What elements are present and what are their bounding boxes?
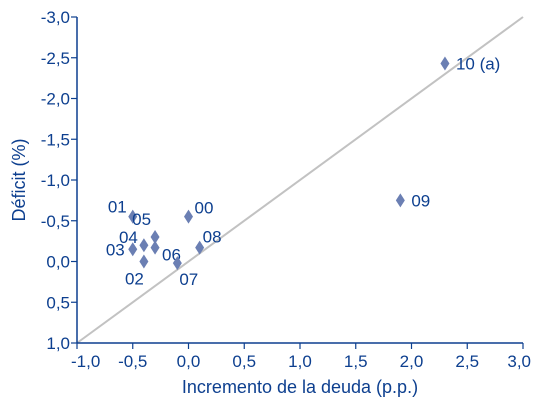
data-point-marker — [150, 230, 160, 245]
x-tick-label: 0,0 — [177, 352, 201, 371]
y-tick-label: 0,0 — [46, 253, 70, 272]
data-point-marker — [395, 193, 405, 208]
x-tick-label: 1,5 — [344, 352, 368, 371]
data-point-label: 04 — [119, 228, 138, 247]
x-tick-label: 3,0 — [507, 352, 531, 371]
x-tick-label: -0,5 — [118, 352, 147, 371]
data-point-label: 07 — [179, 270, 198, 289]
data-point-marker — [139, 254, 149, 269]
y-axis-title: Déficit (%) — [9, 138, 29, 221]
data-point-marker — [139, 238, 149, 253]
x-axis-title: Incremento de la deuda (p.p.) — [182, 377, 418, 397]
diagonal-reference-line — [76, 16, 524, 344]
x-tick-label: 0,5 — [232, 352, 256, 371]
y-tick-label: -2,5 — [41, 49, 70, 68]
data-point-label: 05 — [132, 210, 151, 229]
x-tick-label: 2,5 — [455, 352, 479, 371]
data-point-label: 10 (a) — [456, 54, 500, 73]
data-point-marker — [128, 242, 138, 257]
data-point-label: 02 — [125, 270, 144, 289]
x-tick-label: 2,0 — [400, 352, 424, 371]
data-point-label: 00 — [195, 199, 214, 218]
data-point-marker — [440, 56, 450, 71]
data-point-label: 09 — [411, 191, 430, 210]
x-axis-ticks: -1,0 -0,5 0,0 0,5 1,0 1,5 2,0 2,5 3,0 — [71, 343, 531, 371]
data-point-marker — [150, 240, 160, 255]
data-point-label: 08 — [203, 228, 222, 247]
y-tick-label: -0,5 — [41, 212, 70, 231]
y-tick-label: -3,0 — [41, 8, 70, 27]
y-tick-label: 0,5 — [46, 293, 70, 312]
x-tick-label: 1,0 — [288, 352, 312, 371]
y-tick-label: -1,5 — [41, 130, 70, 149]
data-point-label: 01 — [108, 198, 127, 217]
y-axis-ticks: -3,0 -2,5 -2,0 -1,5 -1,0 -0,5 0,0 0,5 1,0 — [41, 8, 77, 353]
data-point-marker — [128, 209, 138, 224]
data-point-label: 03 — [106, 240, 125, 259]
data-point-marker — [172, 256, 182, 271]
data-point-marker — [195, 240, 205, 255]
data-point-marker — [184, 209, 193, 224]
y-tick-label: -2,0 — [41, 90, 70, 109]
x-tick-label: -1,0 — [71, 352, 100, 371]
y-tick-label: -1,0 — [41, 171, 70, 190]
y-tick-label: 1,0 — [46, 334, 70, 353]
